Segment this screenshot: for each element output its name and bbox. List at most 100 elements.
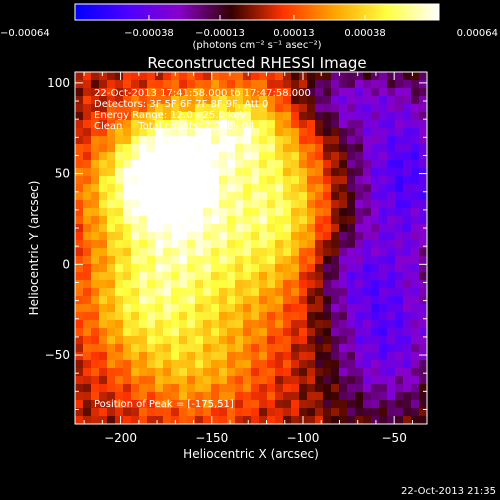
y-tick-label: 0 (62, 257, 70, 271)
heatmap-cell (291, 72, 300, 81)
heatmap-cell (339, 176, 348, 185)
heatmap-cell (139, 408, 148, 417)
heatmap-cell (387, 416, 396, 425)
heatmap-cell (339, 384, 348, 393)
heatmap-cell (91, 96, 100, 105)
heatmap-cell (331, 296, 340, 305)
heatmap-cell (155, 360, 164, 369)
heatmap-cell (139, 352, 148, 361)
heatmap-cell (187, 216, 196, 225)
heatmap-cell (363, 320, 372, 329)
heatmap-cell (395, 240, 404, 249)
heatmap-cell (315, 272, 324, 281)
heatmap-cell (235, 120, 244, 129)
chart-title: Reconstructed RHESSI Image (147, 54, 366, 72)
heatmap-cell (147, 192, 156, 201)
heatmap-cell (91, 288, 100, 297)
heatmap-cell (251, 224, 260, 233)
heatmap-cell (187, 328, 196, 337)
heatmap-cell (315, 72, 324, 81)
heatmap-cell (107, 176, 116, 185)
heatmap-cell (187, 88, 196, 97)
heatmap-cell (123, 304, 132, 313)
heatmap-cell (283, 304, 292, 313)
heatmap-cell (147, 416, 156, 425)
heatmap-cell (355, 96, 364, 105)
heatmap-cell (379, 376, 388, 385)
heatmap-cell (371, 376, 380, 385)
heatmap-cell (187, 120, 196, 129)
heatmap-cell (323, 264, 332, 273)
heatmap-cell (147, 256, 156, 265)
heatmap-cell (411, 160, 420, 169)
heatmap-cell (267, 264, 276, 273)
heatmap-cell (363, 144, 372, 153)
heatmap-cell (147, 120, 156, 129)
heatmap-cell (115, 104, 124, 113)
heatmap-cell (75, 160, 84, 169)
heatmap-cell (267, 400, 276, 409)
heatmap-cell (395, 280, 404, 289)
heatmap-cell (283, 352, 292, 361)
heatmap-cell (243, 112, 252, 121)
heatmap-cell (187, 208, 196, 217)
heatmap-cell (299, 400, 308, 409)
heatmap-cell (227, 296, 236, 305)
heatmap-cell (315, 336, 324, 345)
heatmap-cell (131, 120, 140, 129)
heatmap-cell (275, 320, 284, 329)
heatmap-cell (75, 224, 84, 233)
heatmap-cell (251, 392, 260, 401)
heatmap-cell (115, 336, 124, 345)
heatmap-cell (291, 384, 300, 393)
heatmap-cell (315, 152, 324, 161)
heatmap-cell (171, 160, 180, 169)
heatmap-cell (99, 184, 108, 193)
heatmap-cell (179, 336, 188, 345)
heatmap-cell (347, 272, 356, 281)
heatmap-cell (275, 224, 284, 233)
heatmap-cell (115, 168, 124, 177)
heatmap-cell (131, 272, 140, 281)
heatmap-cell (363, 280, 372, 289)
heatmap-cell (99, 280, 108, 289)
heatmap-cell (331, 264, 340, 273)
heatmap-cell (283, 200, 292, 209)
heatmap-cell (163, 288, 172, 297)
heatmap-cell (139, 80, 148, 89)
heatmap-cell (147, 168, 156, 177)
heatmap-cell (323, 160, 332, 169)
heatmap-cell (131, 320, 140, 329)
heatmap-cell (259, 288, 268, 297)
heatmap-cell (251, 144, 260, 153)
heatmap-cell (131, 200, 140, 209)
heatmap-cell (171, 328, 180, 337)
heatmap-cell (123, 200, 132, 209)
heatmap-cell (395, 248, 404, 257)
heatmap-cell (99, 416, 108, 425)
heatmap-cell (299, 408, 308, 417)
heatmap-cell (331, 80, 340, 89)
heatmap-cell (91, 176, 100, 185)
heatmap-cell (115, 120, 124, 129)
heatmap-cell (355, 392, 364, 401)
heatmap-cell (347, 352, 356, 361)
heatmap-cell (411, 296, 420, 305)
heatmap-cell (275, 152, 284, 161)
heatmap-cell (243, 208, 252, 217)
heatmap-cell (347, 368, 356, 377)
heatmap-cell (131, 96, 140, 105)
heatmap-cell (171, 384, 180, 393)
heatmap-cell (411, 392, 420, 401)
heatmap-cell (379, 408, 388, 417)
heatmap-cell (387, 104, 396, 113)
heatmap-cell (259, 320, 268, 329)
heatmap-cell (411, 136, 420, 145)
heatmap-cell (179, 416, 188, 425)
heatmap-cell (275, 416, 284, 425)
heatmap-cell (235, 376, 244, 385)
heatmap-cell (307, 184, 316, 193)
heatmap-cell (251, 328, 260, 337)
heatmap-cell (419, 104, 428, 113)
heatmap-cell (315, 112, 324, 121)
